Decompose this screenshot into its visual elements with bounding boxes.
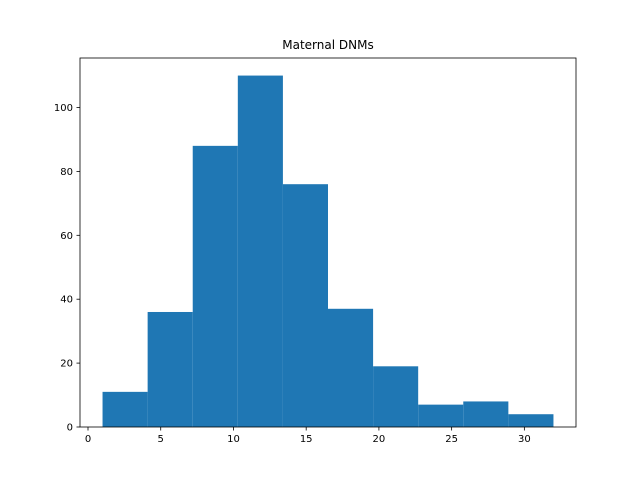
x-tick-label: 10	[227, 434, 240, 445]
y-tick-label: 80	[60, 167, 73, 178]
x-tick-label: 20	[373, 434, 386, 445]
x-tick-label: 0	[85, 434, 91, 445]
x-tick-label: 15	[300, 434, 313, 445]
y-tick-label: 60	[60, 231, 73, 242]
x-axis: 0 5 10 15 20 25 30	[85, 427, 531, 445]
histogram-bar	[508, 414, 554, 427]
histogram-bar	[147, 311, 193, 427]
y-tick-label: 100	[54, 103, 73, 114]
chart-title: Maternal DNMs	[282, 38, 373, 52]
histogram-bar	[102, 391, 148, 427]
y-axis: 0 20 40 60 80 100	[54, 103, 80, 434]
y-tick-label: 0	[67, 423, 73, 434]
plot-frame	[79, 57, 577, 428]
histogram-bar	[282, 184, 328, 427]
histogram-bar	[418, 404, 464, 427]
y-tick-label: 40	[60, 295, 73, 306]
histogram-bar	[463, 401, 509, 427]
x-tick-label: 5	[158, 434, 164, 445]
x-tick-label: 25	[445, 434, 458, 445]
bars-group	[102, 75, 554, 428]
histogram-bar	[192, 145, 238, 427]
histogram-bar	[373, 366, 419, 427]
histogram-bar	[328, 308, 374, 427]
x-tick-label: 30	[518, 434, 531, 445]
histogram-bar	[237, 75, 283, 428]
y-tick-label: 20	[60, 359, 73, 370]
